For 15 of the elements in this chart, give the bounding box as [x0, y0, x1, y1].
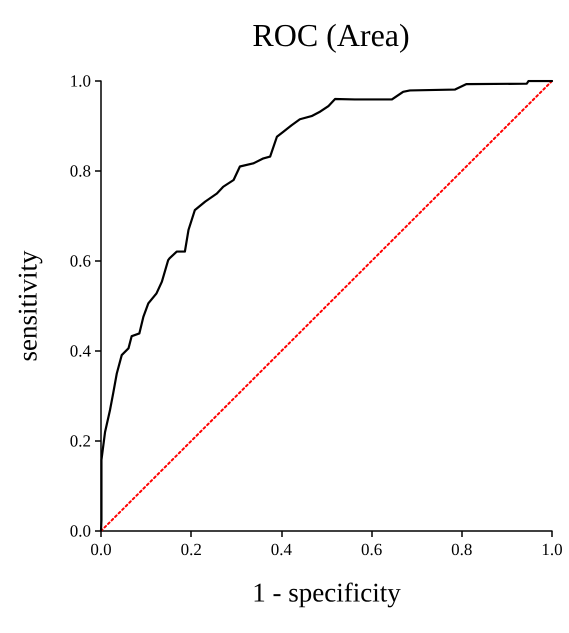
y-tick-label: 0.2	[70, 432, 91, 450]
y-tick-label: 1.0	[70, 72, 91, 90]
x-tick-label: 0.2	[180, 540, 202, 559]
x-tick-label: 1.0	[541, 540, 563, 559]
x-axis-title: 1 - specificity	[252, 578, 402, 608]
y-axis-title: sensitivity	[12, 250, 42, 362]
x-tick-label: 0.8	[451, 540, 472, 559]
x-tick-label: 0.6	[360, 540, 382, 559]
y-tick-label: 0.0	[70, 522, 91, 540]
x-tick-label: 0.0	[90, 540, 112, 559]
y-tick-label: 0.4	[70, 342, 92, 360]
y-tick-label: 0.6	[70, 252, 91, 270]
chart-title: ROC (Area)	[252, 17, 410, 53]
y-tick-label: 0.8	[70, 162, 91, 180]
x-tick-label: 0.4	[270, 540, 293, 559]
